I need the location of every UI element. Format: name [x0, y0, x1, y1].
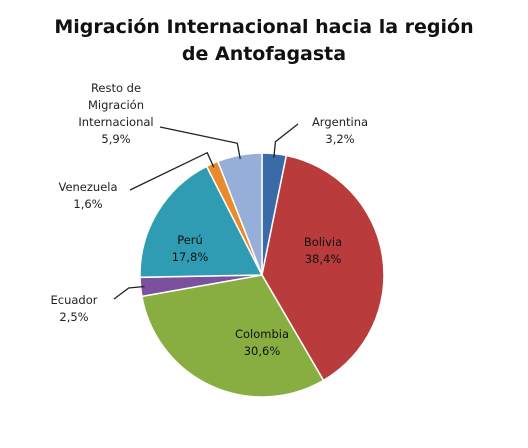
slice-label: Ecuador 2,5% [34, 292, 114, 326]
pie-slice [139, 165, 264, 279]
category-label: Perú [177, 233, 203, 247]
value-label: 17,8% [171, 250, 209, 264]
slice-label: Perú 17,8% [150, 232, 230, 266]
leader-line [129, 151, 215, 191]
leader-line [273, 123, 299, 158]
value-label: 1,6% [73, 197, 103, 211]
category-label: Bolivia [303, 235, 343, 249]
category-label: Argentina [311, 115, 369, 129]
category-label: Resto de Migración Internacional [78, 81, 154, 129]
slice-label: Argentina 3,2% [295, 114, 385, 148]
pie-slice [141, 274, 325, 398]
slice-label: Resto de Migración Internacional 5,9% [66, 80, 166, 148]
slice-label: Bolivia 38,4% [278, 234, 368, 268]
value-label: 5,9% [101, 132, 131, 146]
value-label: 3,2% [325, 132, 355, 146]
leader-line [159, 126, 241, 160]
value-label: 2,5% [59, 310, 89, 324]
pie-slice [261, 154, 385, 382]
chart-title: Migración Internacional hacia la región … [54, 16, 474, 65]
category-label: Colombia [234, 327, 290, 341]
slice-label: Colombia 30,6% [217, 326, 307, 360]
slice-label: Venezuela 1,6% [48, 179, 128, 213]
category-label: Ecuador [50, 293, 98, 307]
value-label: 38,4% [304, 252, 342, 266]
category-label: Venezuela [58, 180, 118, 194]
leader-line [113, 285, 145, 300]
value-label: 30,6% [243, 344, 281, 358]
